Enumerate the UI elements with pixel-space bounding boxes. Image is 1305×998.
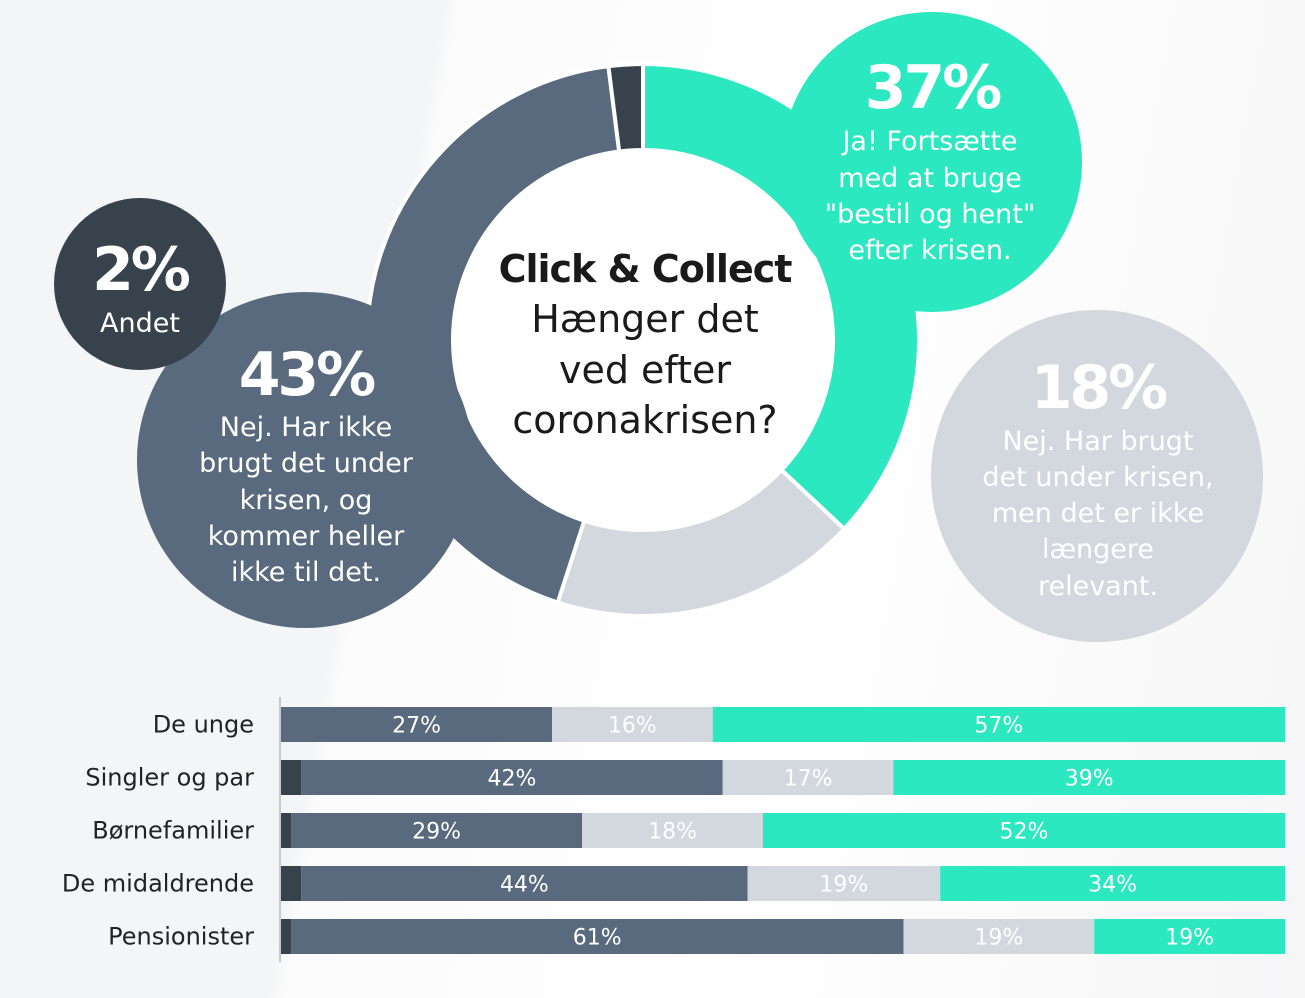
center-line2: Hænger det [531, 297, 759, 341]
bubble-nej-brugt-line5: relevant. [1038, 571, 1158, 602]
bubble-nej-brugt-line1: Nej. Har brugt [1002, 426, 1193, 457]
bar-segment-ja [712, 707, 1285, 742]
bubble-nej-ikke-brugt-line5: ikke til det. [231, 557, 381, 588]
bubble-ja-pct: 37% [865, 53, 1001, 123]
bubble-andet-pct: 2% [92, 235, 190, 305]
bubble-nej-brugt-line2: det under krisen, [982, 462, 1213, 493]
bar-segment-nej-brugt [552, 707, 713, 742]
bubble-andet: 2% Andet [54, 198, 226, 370]
bar-data-label: 17% [784, 767, 833, 792]
bar-segment-andet [281, 813, 292, 848]
bar-segment-nej-ikke-brugt [291, 919, 904, 954]
bar-row-label: Børnefamilier [92, 817, 254, 845]
bar-row-label: Singler og par [85, 764, 254, 792]
bar-segment-nej-brugt [747, 866, 941, 901]
bubble-nej-ikke-brugt-pct: 43% [239, 340, 375, 410]
bubble-nej-ikke-brugt: 43% Nej. Har ikke brugt det under krisen… [137, 292, 473, 628]
bubble-ja: 37% Ja! Fortsætte med at bruge "bestil o… [782, 12, 1082, 312]
bubble-andet-circle [54, 198, 226, 370]
bar-segment-ja [762, 813, 1285, 848]
bar-data-label: 57% [974, 714, 1023, 739]
bar-row-label: De unge [153, 711, 254, 739]
bar-segment-nej-ikke-brugt [281, 707, 553, 742]
bar-segment-andet [281, 760, 302, 795]
bar-data-label: 19% [1165, 926, 1214, 951]
bar-segment-nej-ikke-brugt [301, 866, 748, 901]
bar-row-label: De midaldrende [62, 870, 254, 898]
bar-data-label: 16% [608, 714, 657, 739]
bar-data-label: 27% [392, 714, 441, 739]
center-line3: ved efter [559, 348, 731, 392]
bar-data-label: 34% [1088, 873, 1137, 898]
bar-data-label: 18% [648, 820, 697, 845]
bubble-nej-ikke-brugt-line1: Nej. Har ikke [220, 412, 392, 443]
bubble-nej-ikke-brugt-line3: krisen, og [240, 485, 373, 516]
bar-data-label: 39% [1065, 767, 1114, 792]
bar-segment-andet [281, 919, 292, 954]
bubble-nej-ikke-brugt-line4: kommer heller [208, 521, 405, 552]
bubble-ja-circle [782, 12, 1082, 312]
bar-row-label: Pensionister [108, 923, 254, 951]
bar-chart: De unge 27% 16% 57% Singler og par 42% 17% 39% B… [62, 707, 1285, 954]
bar-data-label: 61% [573, 926, 622, 951]
bubble-ja-line2: med at bruge [838, 163, 1021, 194]
bar-data-label: 52% [1000, 820, 1049, 845]
bar-segment-nej-brugt [582, 813, 763, 848]
bar-data-label: 44% [500, 873, 549, 898]
bubble-nej-brugt: 18% Nej. Har brugt det under krisen, men… [931, 310, 1263, 642]
bar-segment-nej-ikke-brugt [291, 813, 583, 848]
bar-data-label: 29% [412, 820, 461, 845]
bubble-ja-line4: efter krisen. [848, 235, 1011, 266]
bar-data-label: 19% [819, 873, 868, 898]
bar-segment-nej-brugt [722, 760, 894, 795]
donut-hole [455, 152, 831, 528]
bubble-andet-line1: Andet [100, 308, 180, 339]
bar-data-label: 42% [487, 767, 536, 792]
bubble-ja-line3: "bestil og hent" [825, 199, 1036, 230]
bar-segment-nej-ikke-brugt [301, 760, 723, 795]
bar-segment-ja [893, 760, 1285, 795]
donut-slice-andet [606, 61, 645, 154]
bubble-nej-ikke-brugt-line2: brugt det under [199, 448, 414, 479]
center-line4: coronakrisen? [512, 398, 777, 442]
bubble-nej-brugt-line4: længere [1042, 534, 1154, 565]
bubble-nej-brugt-line3: men det er ikke [992, 498, 1204, 529]
bubble-ja-line1: Ja! Fortsætte [840, 126, 1017, 157]
bubble-nej-brugt-pct: 18% [1031, 353, 1167, 423]
bar-segment-nej-brugt [903, 919, 1095, 954]
bar-segment-ja [940, 866, 1285, 901]
center-title: Click & Collect [499, 247, 793, 291]
bar-segment-ja [1094, 919, 1285, 954]
bubble-nej-ikke-brugt-circle [137, 292, 473, 628]
bubble-nej-brugt-circle [931, 310, 1263, 642]
bar-data-label: 19% [974, 926, 1023, 951]
bar-segment-andet [281, 866, 302, 901]
